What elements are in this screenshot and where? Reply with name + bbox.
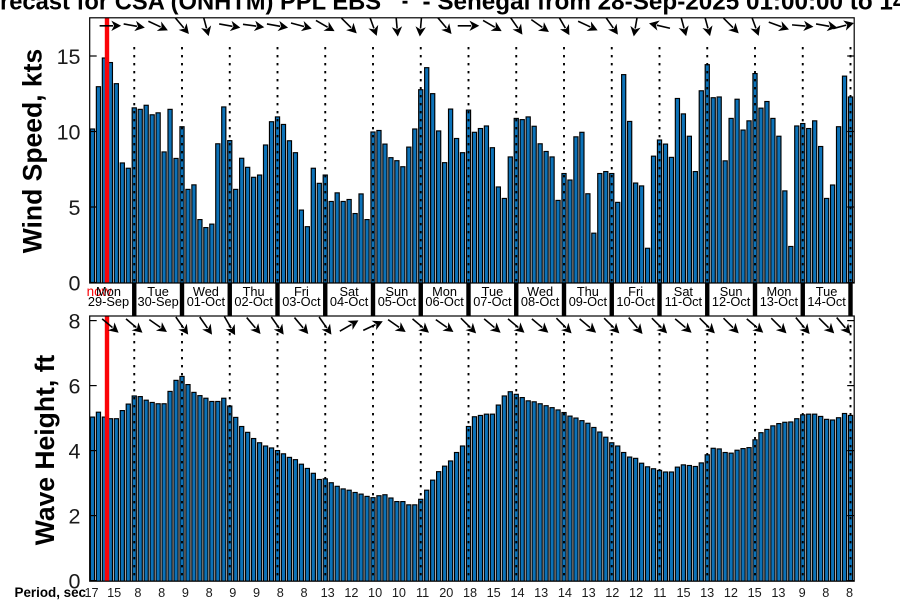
- svg-text:08-Oct: 08-Oct: [521, 294, 560, 309]
- svg-text:04-Oct: 04-Oct: [330, 294, 369, 309]
- svg-text:13-Oct: 13-Oct: [760, 294, 799, 309]
- svg-text:09-Oct: 09-Oct: [569, 294, 608, 309]
- svg-text:8: 8: [300, 586, 307, 600]
- svg-text:Sun: Sun: [386, 284, 409, 299]
- svg-text:Thu: Thu: [577, 284, 599, 299]
- svg-text:12: 12: [605, 586, 619, 600]
- svg-text:10: 10: [368, 586, 382, 600]
- svg-text:0: 0: [69, 271, 81, 295]
- svg-text:12-Oct: 12-Oct: [712, 294, 751, 309]
- svg-text:8: 8: [846, 586, 853, 600]
- svg-text:Mon: Mon: [766, 284, 791, 299]
- svg-text:Forecast for CSA (ONHTM) PPL E: Forecast for CSA (ONHTM) PPL EBS: [0, 0, 381, 16]
- svg-text:12: 12: [629, 586, 643, 600]
- svg-text:12: 12: [724, 586, 738, 600]
- svg-text:Wave Height, ft: Wave Height, ft: [30, 355, 60, 546]
- svg-text:10: 10: [57, 120, 81, 144]
- svg-text:Tue: Tue: [816, 284, 838, 299]
- svg-text:14: 14: [558, 586, 572, 600]
- svg-text:Tue: Tue: [482, 284, 504, 299]
- svg-text:8: 8: [134, 586, 141, 600]
- svg-text:8: 8: [822, 586, 829, 600]
- svg-text:Wed: Wed: [527, 284, 553, 299]
- svg-text:Wind Speed, kts: Wind Speed, kts: [18, 49, 48, 253]
- svg-text:8: 8: [277, 586, 284, 600]
- svg-text:Sun: Sun: [720, 284, 743, 299]
- svg-text:9: 9: [182, 586, 189, 600]
- svg-text:06-Oct: 06-Oct: [425, 294, 464, 309]
- svg-text:8: 8: [158, 586, 165, 600]
- svg-text:05-Oct: 05-Oct: [378, 294, 417, 309]
- svg-text:15: 15: [487, 586, 501, 600]
- svg-text:11: 11: [416, 586, 429, 600]
- svg-text:Sat: Sat: [674, 284, 694, 299]
- svg-text:Wed: Wed: [193, 284, 219, 299]
- svg-text:Fri: Fri: [628, 284, 643, 299]
- svg-text:Mon: Mon: [96, 284, 121, 299]
- svg-text:07-Oct: 07-Oct: [473, 294, 512, 309]
- svg-text:13: 13: [321, 586, 335, 600]
- svg-text:18: 18: [463, 586, 477, 600]
- svg-text:0: 0: [69, 569, 81, 593]
- svg-text:13: 13: [534, 586, 548, 600]
- svg-text:10: 10: [392, 586, 406, 600]
- svg-text:13: 13: [582, 586, 596, 600]
- svg-text:12: 12: [344, 586, 358, 600]
- svg-text:15: 15: [57, 45, 81, 69]
- svg-text:15: 15: [107, 586, 121, 600]
- svg-text:Thu: Thu: [243, 284, 265, 299]
- svg-text:30-Sep: 30-Sep: [137, 294, 178, 309]
- svg-text:Fri: Fri: [294, 284, 309, 299]
- svg-text:10-Oct: 10-Oct: [616, 294, 655, 309]
- svg-text:11: 11: [653, 586, 666, 600]
- svg-text:Mon: Mon: [432, 284, 457, 299]
- svg-text:- Senegal from 28-Sep-2025 01:: - Senegal from 28-Sep-2025 01:00:00 to 1…: [423, 0, 900, 16]
- svg-text:02-Oct: 02-Oct: [234, 294, 273, 309]
- svg-text:9: 9: [229, 586, 236, 600]
- svg-text:14: 14: [510, 586, 524, 600]
- svg-text:11-Oct: 11-Oct: [665, 294, 703, 309]
- svg-text:Sat: Sat: [339, 284, 359, 299]
- svg-text:5: 5: [69, 196, 81, 220]
- svg-text:4: 4: [69, 439, 81, 463]
- svg-text:03-Oct: 03-Oct: [282, 294, 321, 309]
- svg-text:9: 9: [799, 586, 806, 600]
- svg-text:13: 13: [700, 586, 714, 600]
- svg-text:13: 13: [771, 586, 785, 600]
- svg-text:01-Oct: 01-Oct: [187, 294, 226, 309]
- svg-text:Period, sec: Period, sec: [15, 585, 87, 600]
- svg-text:9: 9: [253, 586, 260, 600]
- svg-text:15: 15: [676, 586, 690, 600]
- svg-text:Tue: Tue: [147, 284, 169, 299]
- svg-text:29-Sep: 29-Sep: [88, 294, 129, 309]
- svg-text:17: 17: [84, 586, 98, 600]
- svg-text:2: 2: [69, 504, 81, 528]
- svg-text:8: 8: [206, 586, 213, 600]
- svg-text:6: 6: [69, 374, 81, 398]
- svg-text:15: 15: [748, 586, 762, 600]
- svg-text:14-Oct: 14-Oct: [807, 294, 846, 309]
- svg-text:20: 20: [439, 586, 453, 600]
- svg-text:now: now: [87, 284, 112, 299]
- svg-text:8: 8: [69, 309, 81, 333]
